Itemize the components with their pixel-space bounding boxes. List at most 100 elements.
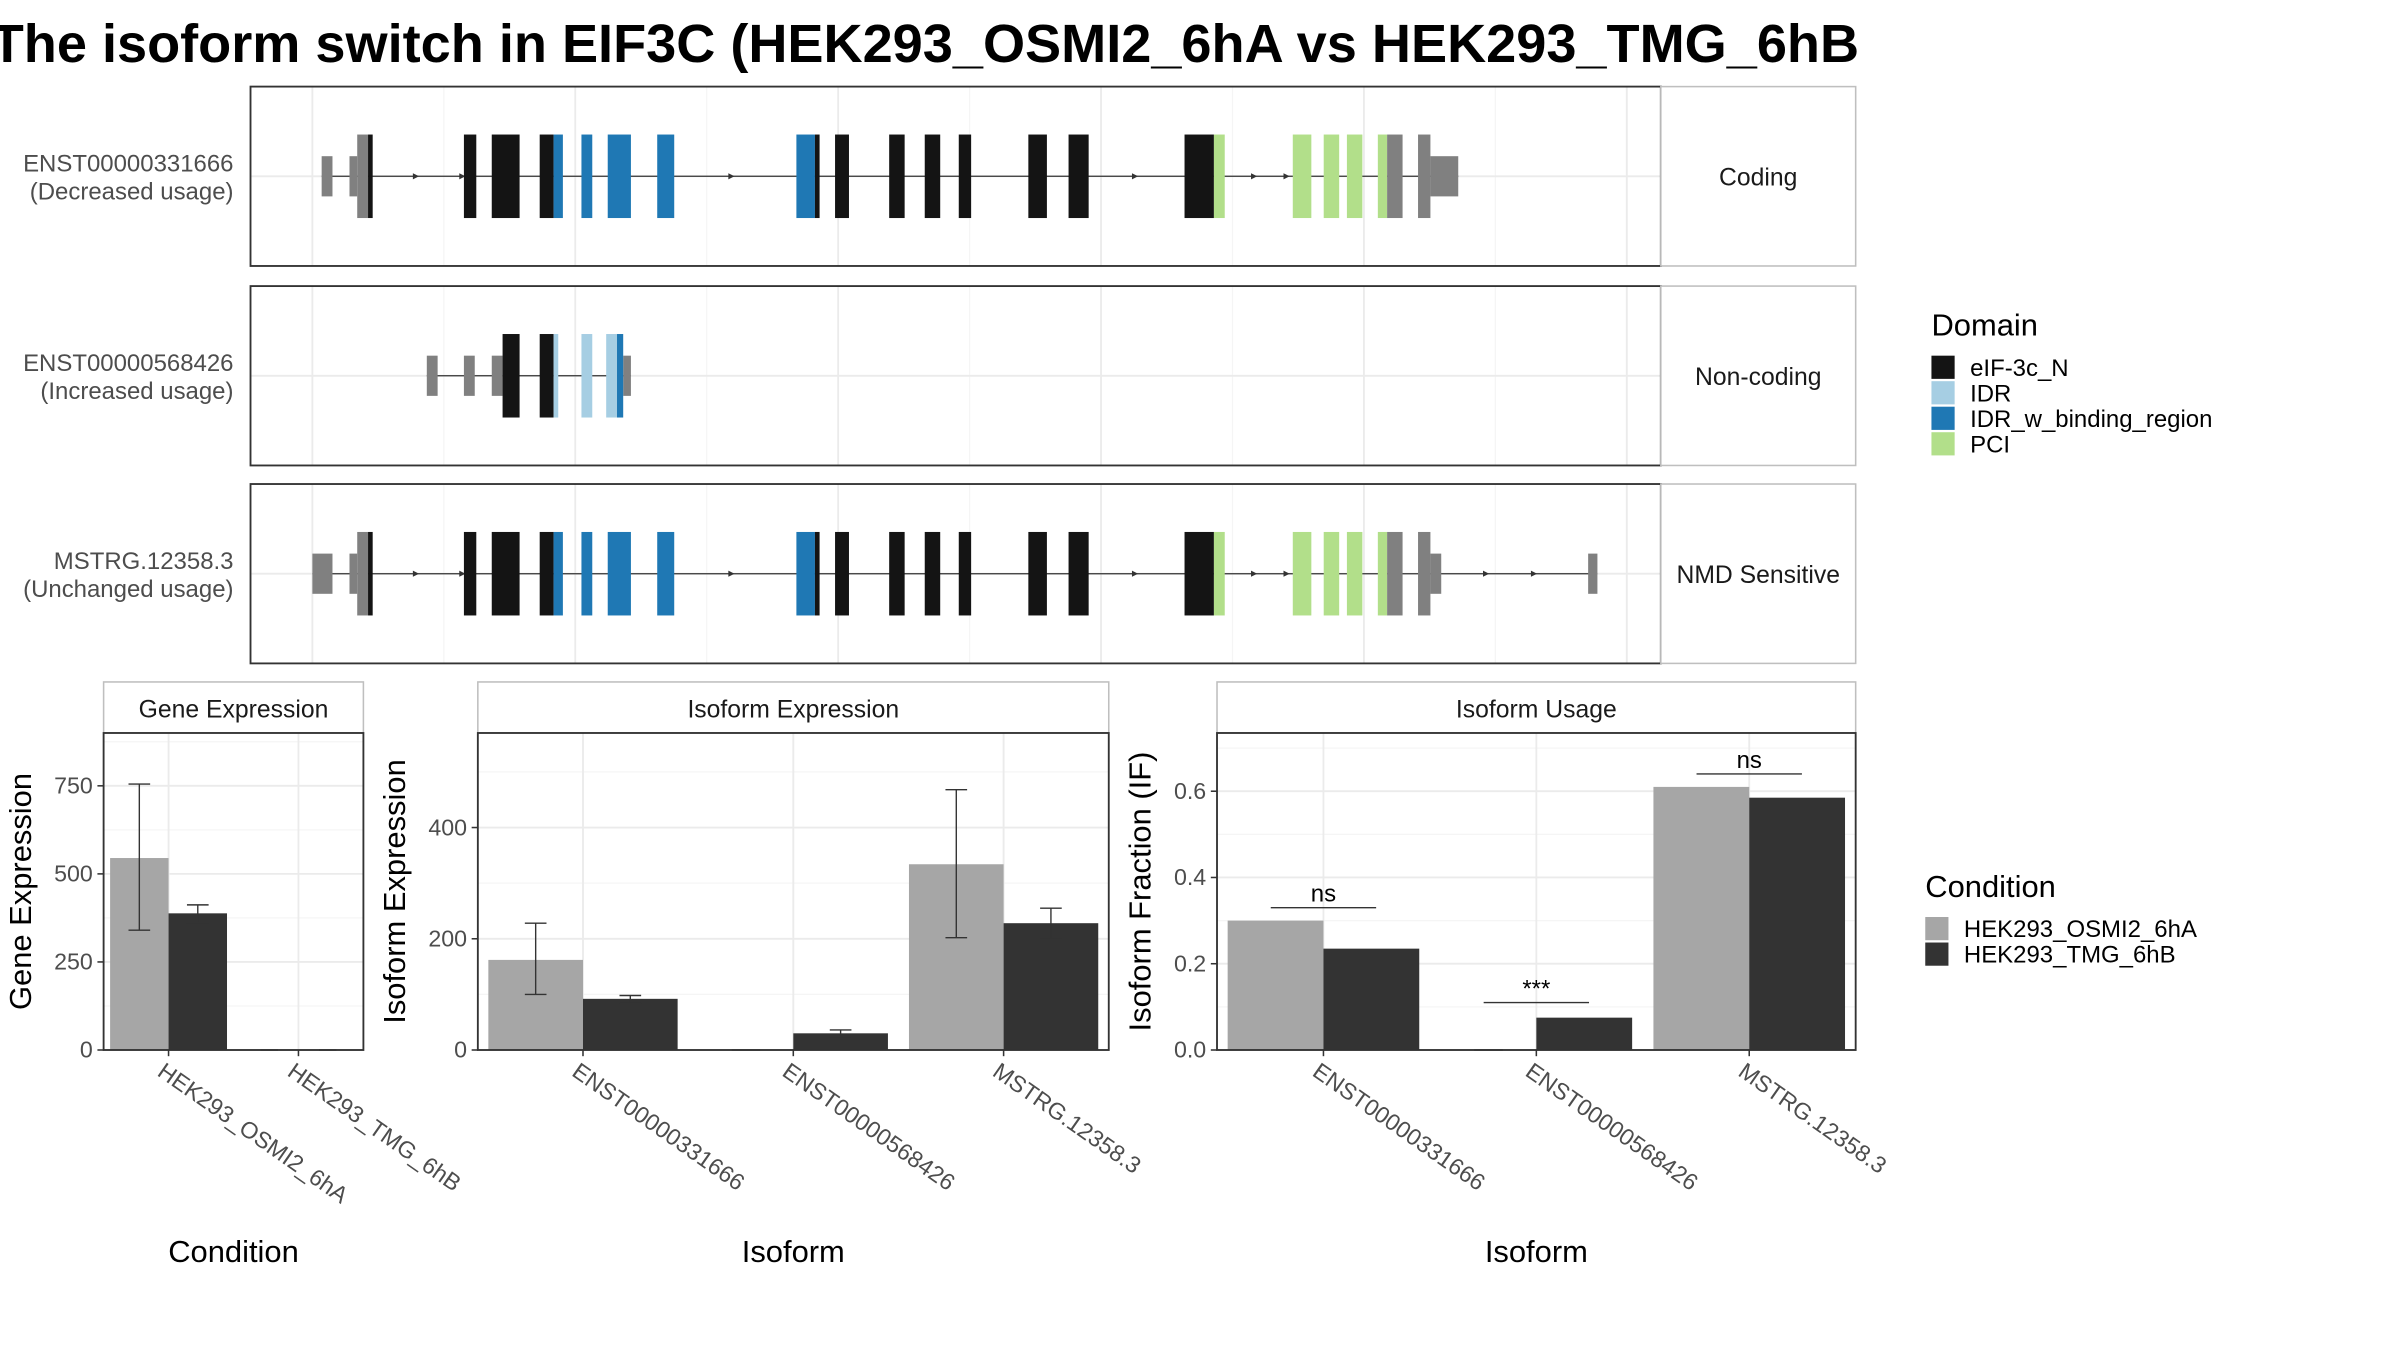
exon-block-PCI bbox=[1213, 134, 1225, 219]
isoform-id-label: ENST00000568426 bbox=[23, 350, 233, 377]
exon-block-PCI bbox=[1377, 134, 1388, 219]
domain-legend-swatch bbox=[1931, 355, 1955, 379]
panel-strip-label: Isoform Usage bbox=[1456, 697, 1617, 724]
panel-border bbox=[1216, 732, 1857, 1051]
y-tick-label: 0.4 bbox=[1174, 864, 1206, 890]
y-tick-label: 0.2 bbox=[1174, 950, 1206, 976]
exon-block-eIF-3c_N bbox=[924, 531, 941, 616]
exon-block-eIF-3c_N bbox=[835, 531, 849, 616]
bar-HEK293_TMG_6hB bbox=[1536, 1017, 1633, 1050]
exon-block-eIF-3c_N bbox=[1184, 531, 1214, 616]
panel-strip bbox=[102, 681, 365, 734]
panel-border bbox=[476, 732, 1110, 1051]
panel-strip-label: Isoform Expression bbox=[687, 697, 899, 724]
intron-arrow bbox=[1251, 570, 1258, 577]
exon-block-IDR_w_binding_region bbox=[581, 531, 593, 616]
utr-block bbox=[491, 355, 503, 396]
exon-block-eIF-3c_N bbox=[463, 134, 477, 219]
exon-block-PCI bbox=[1377, 531, 1388, 616]
x-tick-label: ENST00000331666 bbox=[1308, 1058, 1490, 1196]
y-axis-title: Isoform Fraction (IF) bbox=[1123, 752, 1158, 1032]
y-tick-label: 0 bbox=[454, 1037, 467, 1063]
utr-block bbox=[426, 355, 438, 396]
domain-legend-label: PCI bbox=[1970, 431, 2010, 458]
bar-HEK293_TMG_6hB bbox=[1003, 923, 1099, 1050]
exon-block-utr bbox=[1387, 134, 1403, 219]
intron-arrow bbox=[412, 173, 420, 180]
intron-arrow bbox=[1131, 570, 1139, 577]
exon-block-eIF-3c_N bbox=[539, 531, 554, 616]
exon-block-IDR_w_binding_region bbox=[657, 134, 675, 219]
exon-block-utr bbox=[357, 134, 369, 219]
domain-legend-swatch bbox=[1931, 406, 1955, 430]
panel-strip bbox=[477, 681, 1110, 734]
x-tick-label: ENST00000568426 bbox=[778, 1058, 960, 1196]
y-tick-label: 400 bbox=[428, 814, 467, 840]
bar-HEK293_TMG_6hB bbox=[793, 1033, 888, 1050]
condition-legend-swatch bbox=[1925, 917, 1949, 941]
exon-block-IDR_w_binding_region bbox=[657, 531, 675, 616]
row-strip-label: Coding bbox=[1719, 165, 1797, 192]
significance-label: ns bbox=[1737, 747, 1762, 774]
exon-block-IDR_w_binding_region bbox=[607, 134, 631, 219]
y-tick-label: 250 bbox=[54, 949, 93, 975]
exon-block-eIF-3c_N bbox=[889, 531, 905, 616]
exon-block-IDR_w_binding_region bbox=[553, 134, 563, 219]
intron-arrow bbox=[1251, 173, 1258, 180]
exon-block-eIF-3c_N bbox=[1068, 531, 1089, 616]
exon-block-eIF-3c_N bbox=[924, 134, 941, 219]
condition-legend-label: HEK293_TMG_6hB bbox=[1964, 942, 2176, 969]
exon-block-eIF-3c_N bbox=[491, 531, 520, 616]
y-tick-label: 750 bbox=[54, 773, 93, 799]
exon-block-eIF-3c_N bbox=[958, 531, 972, 616]
y-tick-label: 200 bbox=[428, 926, 467, 952]
y-tick-label: 0.6 bbox=[1174, 778, 1206, 804]
x-axis-title: Isoform bbox=[1485, 1234, 1588, 1269]
x-tick-label: ENST00000568426 bbox=[1521, 1058, 1703, 1196]
exon-block-IDR bbox=[581, 334, 593, 418]
exon-block-IDR_w_binding_region bbox=[553, 531, 563, 616]
bar-HEK293_OSMI2_6hA bbox=[1653, 786, 1750, 1050]
row-strip bbox=[1660, 85, 1857, 267]
utr-block bbox=[349, 553, 358, 594]
exon-block-eIF-3c_N bbox=[1184, 134, 1214, 219]
domain-legend-label: IDR bbox=[1970, 380, 2011, 407]
intron-arrow bbox=[459, 173, 466, 180]
exon-block-PCI bbox=[1346, 134, 1363, 219]
y-axis-title: Gene Expression bbox=[3, 773, 38, 1010]
domain-legend-swatch bbox=[1931, 432, 1955, 456]
exon-block-PCI bbox=[1213, 531, 1225, 616]
domain-legend-title: Domain bbox=[1931, 308, 2037, 343]
exon-block-eIF-3c_N bbox=[958, 134, 972, 219]
exon-block-eIF-3c_N bbox=[463, 531, 477, 616]
row-strip bbox=[1660, 285, 1857, 467]
row-strip bbox=[1660, 483, 1857, 665]
exon-block-utr bbox=[1418, 134, 1431, 219]
exon-block-eIF-3c_N bbox=[814, 134, 820, 219]
x-axis-title: Condition bbox=[168, 1234, 299, 1269]
bar-HEK293_OSMI2_6hA bbox=[1227, 920, 1324, 1050]
intron-arrow bbox=[1482, 570, 1490, 577]
isoform-usage-label: (Unchanged usage) bbox=[23, 576, 233, 603]
exon-block-IDR bbox=[606, 334, 618, 418]
condition-legend-swatch bbox=[1925, 942, 1949, 966]
intron-arrow bbox=[412, 570, 420, 577]
exon-block-PCI bbox=[1323, 134, 1340, 219]
intron-arrow bbox=[1283, 570, 1290, 577]
bar-HEK293_TMG_6hB bbox=[1749, 797, 1846, 1050]
domain-legend-label: IDR_w_binding_region bbox=[1970, 406, 2212, 433]
exon-block-eIF-3c_N bbox=[368, 531, 373, 616]
exon-block-utr bbox=[1387, 531, 1403, 616]
utr-block bbox=[1430, 553, 1442, 594]
x-tick-label: ENST00000331666 bbox=[568, 1058, 750, 1196]
exon-block-eIF-3c_N bbox=[889, 134, 905, 219]
figure-title: The isoform switch in EIF3C (HEK293_OSMI… bbox=[0, 14, 1859, 74]
utr-block bbox=[1588, 553, 1598, 594]
exon-block-IDR_w_binding_region bbox=[617, 334, 624, 418]
exon-block-eIF-3c_N bbox=[539, 334, 554, 418]
exon-block-utr bbox=[1418, 531, 1431, 616]
exon-block-eIF-3c_N bbox=[502, 334, 520, 418]
isoform-usage-label: (Increased usage) bbox=[40, 378, 233, 405]
exon-block-PCI bbox=[1323, 531, 1340, 616]
